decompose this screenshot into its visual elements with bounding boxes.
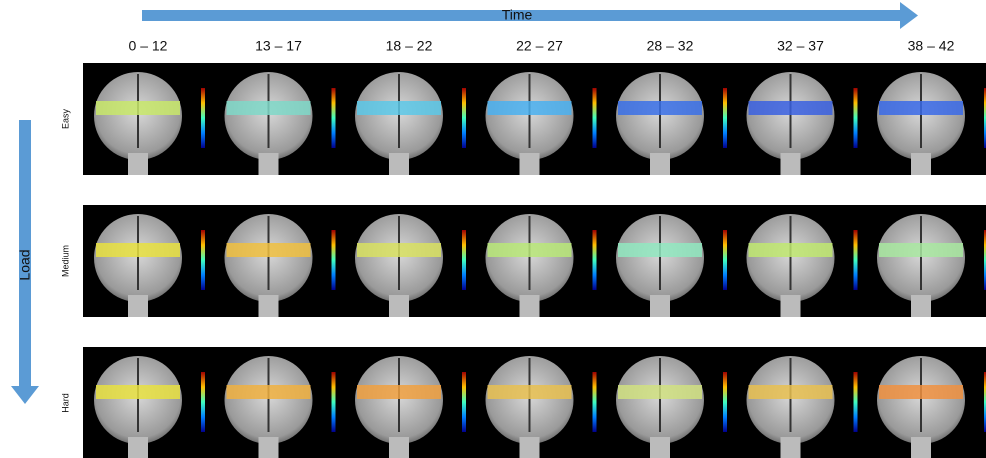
activation-band <box>879 243 963 257</box>
figure: Time Load 0 – 12 13 – 17 18 – 22 22 – 27 28 … <box>0 0 986 458</box>
brain-panel <box>475 347 606 458</box>
column-label: 0 – 12 <box>129 38 168 54</box>
activation-band <box>749 243 833 257</box>
colorbar <box>332 372 336 432</box>
brainstem <box>128 437 148 458</box>
brainstem <box>911 153 931 175</box>
brainstem <box>520 295 540 317</box>
brainstem <box>781 153 801 175</box>
brainstem <box>650 437 670 458</box>
activation-band <box>879 101 963 115</box>
load-arrow: Load <box>11 120 39 404</box>
brain-panel <box>736 205 867 317</box>
colorbar <box>854 372 858 432</box>
activation-band <box>618 243 702 257</box>
brain-panel <box>475 63 606 175</box>
colorbar <box>201 88 205 148</box>
brainstem <box>520 437 540 458</box>
brain-panel <box>605 205 736 317</box>
activation-band <box>749 385 833 399</box>
colorbar <box>332 230 336 290</box>
activation-band <box>357 385 441 399</box>
brainstem <box>911 437 931 458</box>
brain-panel <box>736 347 867 458</box>
colorbar <box>332 88 336 148</box>
brain-panel <box>214 205 345 317</box>
brain-panel <box>83 63 214 175</box>
activation-band <box>488 243 572 257</box>
load-label: Load <box>17 249 33 280</box>
brainstem <box>781 295 801 317</box>
brain-panel <box>214 63 345 175</box>
brainstem <box>911 295 931 317</box>
page: {"time_label": "Time", "load_label": "Lo… <box>0 0 986 458</box>
brainstem <box>650 153 670 175</box>
brainstem <box>128 295 148 317</box>
brainstem <box>128 153 148 175</box>
activation-band <box>96 243 180 257</box>
brain-panel <box>736 63 867 175</box>
activation-band <box>618 101 702 115</box>
colorbar <box>462 230 466 290</box>
column-label: 28 – 32 <box>647 38 694 54</box>
colorbar <box>593 372 597 432</box>
row-label: Easy <box>60 108 70 129</box>
activation-band <box>879 385 963 399</box>
brain-panel <box>344 205 475 317</box>
panel-grid <box>83 63 986 458</box>
column-label: 22 – 27 <box>516 38 563 54</box>
colorbar <box>462 88 466 148</box>
brainstem <box>259 437 279 458</box>
activation-band <box>227 101 311 115</box>
brain-panel <box>866 205 986 317</box>
brain-panel <box>344 347 475 458</box>
activation-band <box>227 243 311 257</box>
activation-band <box>357 101 441 115</box>
brain-panel <box>866 63 986 175</box>
colorbar <box>723 88 727 148</box>
colorbar <box>723 230 727 290</box>
time-arrow: Time <box>142 2 918 29</box>
brainstem <box>650 295 670 317</box>
brainstem <box>781 437 801 458</box>
brain-panel <box>83 205 214 317</box>
column-label: 32 – 37 <box>777 38 824 54</box>
brainstem <box>389 437 409 458</box>
brain-panel <box>475 205 606 317</box>
column-label: 13 – 17 <box>255 38 302 54</box>
colorbar <box>723 372 727 432</box>
brain-panel <box>605 347 736 458</box>
brain-panel <box>214 347 345 458</box>
activation-band <box>227 385 311 399</box>
row-label: Medium <box>60 245 70 277</box>
colorbar <box>854 230 858 290</box>
brain-panel <box>605 63 736 175</box>
brainstem <box>389 153 409 175</box>
brainstem <box>259 153 279 175</box>
activation-band <box>96 385 180 399</box>
activation-band <box>488 385 572 399</box>
activation-band <box>618 385 702 399</box>
colorbar <box>201 230 205 290</box>
activation-band <box>357 243 441 257</box>
colorbar <box>201 372 205 432</box>
colorbar <box>593 230 597 290</box>
activation-band <box>749 101 833 115</box>
row-label: Hard <box>60 393 70 413</box>
colorbar <box>462 372 466 432</box>
column-label: 18 – 22 <box>386 38 433 54</box>
brain-panel <box>344 63 475 175</box>
brain-panel <box>83 347 214 458</box>
activation-band <box>488 101 572 115</box>
colorbar <box>593 88 597 148</box>
brainstem <box>259 295 279 317</box>
time-label: Time <box>502 7 533 23</box>
activation-band <box>96 101 180 115</box>
brainstem <box>389 295 409 317</box>
brainstem <box>520 153 540 175</box>
column-label: 38 – 42 <box>908 38 955 54</box>
brain-panel <box>866 347 986 458</box>
colorbar <box>854 88 858 148</box>
